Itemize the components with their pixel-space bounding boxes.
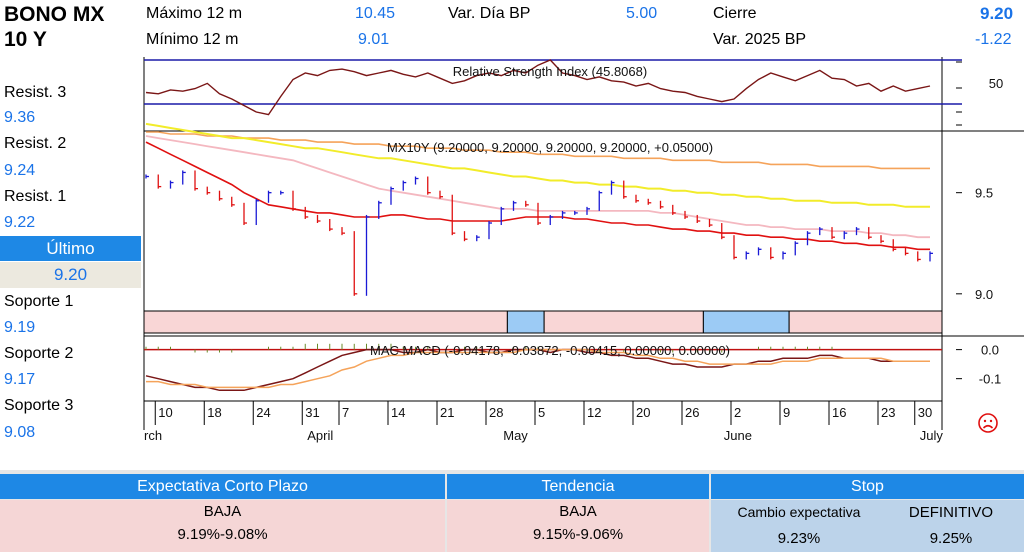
day-label: 12 bbox=[587, 405, 601, 420]
soporte2-value: 9.17 bbox=[4, 371, 36, 388]
soporte3-label: Soporte 3 bbox=[4, 397, 74, 414]
sad-face-icon bbox=[978, 413, 998, 433]
tend-header: Tendencia bbox=[447, 474, 709, 499]
ma-orange-line bbox=[146, 131, 930, 170]
month-label: April bbox=[307, 428, 333, 443]
day-label: 2 bbox=[734, 405, 741, 420]
price-tick-label: 9.5 bbox=[975, 186, 993, 201]
exp-cell: BAJA 9.19%-9.08% bbox=[0, 500, 445, 552]
month-label: May bbox=[503, 428, 528, 443]
exp-value: BAJA bbox=[203, 503, 242, 520]
max12-label: Máximo 12 m bbox=[146, 5, 243, 22]
rsi-panel: 50 bbox=[144, 59, 1003, 126]
macd-tick-label: 0.0 bbox=[981, 343, 999, 358]
macd-tick-label: -0.1 bbox=[979, 372, 1001, 387]
min12-value: 9.01 bbox=[358, 31, 390, 48]
ma-red-line bbox=[145, 141, 930, 251]
day-label: 28 bbox=[489, 405, 503, 420]
instrument-title: BONO MX 10 Y bbox=[4, 2, 104, 52]
day-label: 23 bbox=[881, 405, 895, 420]
ma-yellow-line bbox=[145, 122, 930, 208]
rsi-title: Relative Strength Index (45.8068) bbox=[453, 64, 647, 79]
chart-svg: 50 9.5 9.0 0.0 -0.1 10 18 24 31 7 14 21 28 5 12 20 26… bbox=[143, 57, 1024, 443]
min12-label: Mínimo 12 m bbox=[146, 31, 239, 48]
month-label: rch bbox=[144, 428, 162, 443]
price-title: MX10Y (9.20000, 9.20000, 9.20000, 9.2000… bbox=[387, 140, 713, 155]
resist3-value: 9.36 bbox=[4, 109, 36, 126]
stop-cambio-value: 9.23% bbox=[777, 530, 821, 547]
day-label: 24 bbox=[256, 405, 270, 420]
regime-segment bbox=[702, 310, 790, 334]
cierre-label: Cierre bbox=[713, 5, 757, 22]
chart-frame bbox=[143, 57, 1024, 430]
macd-signal-line bbox=[146, 348, 930, 389]
day-label: 5 bbox=[538, 405, 545, 420]
var2025-label: Var. 2025 BP bbox=[713, 31, 807, 48]
stop-def-value: 9.25% bbox=[929, 530, 973, 547]
rsi-tick-label: 50 bbox=[989, 76, 1003, 91]
exp-header: Expectativa Corto Plazo bbox=[0, 474, 445, 499]
soporte2-label: Soporte 2 bbox=[4, 345, 74, 362]
instrument-title-line1: BONO MX bbox=[4, 3, 105, 26]
resist3-label: Resist. 3 bbox=[4, 84, 67, 101]
tend-value: BAJA bbox=[559, 503, 597, 520]
price-tick-label: 9.0 bbox=[975, 287, 993, 302]
day-label: 20 bbox=[636, 405, 650, 420]
price-panel: 9.5 9.0 bbox=[145, 122, 993, 302]
day-label: 10 bbox=[158, 405, 172, 420]
ultimo-value: 9.20 bbox=[0, 262, 141, 288]
soporte1-value: 9.19 bbox=[4, 319, 36, 336]
resist2-label: Resist. 2 bbox=[4, 135, 67, 152]
stop-header: Stop bbox=[711, 474, 1024, 499]
day-label: 9 bbox=[783, 405, 790, 420]
stop-def-label: DEFINITIVO bbox=[908, 504, 994, 521]
macd-panel: 0.0 -0.1 bbox=[144, 343, 1001, 392]
vardia-label: Var. Día BP bbox=[448, 5, 531, 22]
vardia-value: 5.00 bbox=[626, 5, 658, 22]
soporte1-label: Soporte 1 bbox=[4, 293, 74, 310]
day-label: 30 bbox=[918, 405, 932, 420]
month-label: July bbox=[920, 428, 944, 443]
regime-segment bbox=[143, 310, 508, 334]
day-label: 16 bbox=[832, 405, 846, 420]
var2025-value: -1.22 bbox=[975, 31, 1012, 48]
day-label: 14 bbox=[391, 405, 405, 420]
resist2-value: 9.24 bbox=[4, 162, 36, 179]
exp-range: 9.19%-9.08% bbox=[177, 526, 268, 543]
regime-segment bbox=[506, 310, 545, 334]
tend-cell: BAJA 9.15%-9.06% bbox=[447, 500, 709, 552]
month-label: June bbox=[724, 428, 752, 443]
macd-title: MAC MACD (-0.04178, -0.03872, -0.00415, … bbox=[370, 343, 730, 358]
soporte3-value: 9.08 bbox=[4, 424, 36, 441]
ultimo-label: Último bbox=[0, 236, 141, 261]
day-label: 7 bbox=[342, 405, 349, 420]
regime-strip bbox=[143, 310, 943, 334]
stop-cell: Cambio expectativa 9.23% DEFINITIVO 9.25… bbox=[711, 500, 1024, 552]
tend-range: 9.15%-9.06% bbox=[532, 526, 624, 543]
date-axis: 10 18 24 31 7 14 21 28 5 12 20 26 2 9 16 23 30 rch April Ma… bbox=[144, 401, 943, 443]
instrument-title-line2: 10 Y bbox=[4, 28, 47, 51]
day-label: 18 bbox=[207, 405, 221, 420]
regime-segment bbox=[543, 310, 704, 334]
max12-value: 10.45 bbox=[355, 5, 396, 22]
resist1-value: 9.22 bbox=[4, 214, 36, 231]
resist1-label: Resist. 1 bbox=[4, 188, 67, 205]
day-label: 26 bbox=[685, 405, 699, 420]
cierre-value: 9.20 bbox=[980, 4, 1014, 23]
stop-cambio-label: Cambio expectativa bbox=[737, 504, 861, 520]
day-label: 21 bbox=[440, 405, 454, 420]
day-label: 31 bbox=[305, 405, 319, 420]
rsi-line bbox=[145, 59, 931, 116]
regime-segment bbox=[788, 310, 943, 334]
